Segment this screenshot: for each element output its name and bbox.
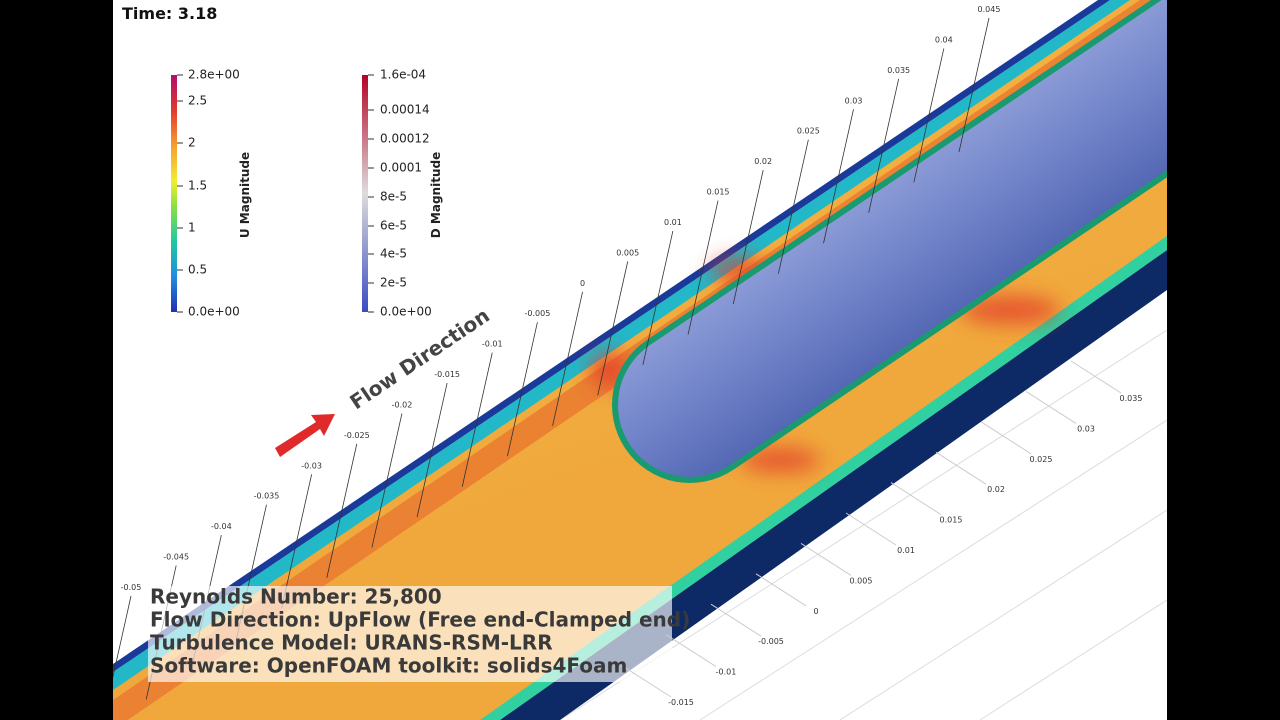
wall-layer — [113, 0, 1130, 690]
colorbar-label: 2.5 — [188, 94, 207, 108]
colorbar-label: 0.5 — [188, 263, 207, 277]
grid-line — [890, 482, 942, 516]
colorbar-label: 2 — [188, 136, 196, 150]
colorbar-label: 0.00012 — [380, 132, 430, 146]
axis-label: 0.035 — [887, 66, 910, 75]
grid-line — [371, 413, 403, 548]
time-label: Time: 3.18 — [122, 4, 217, 23]
cylinder — [611, 0, 1167, 484]
colorbar-label: 1.6e-04 — [380, 68, 426, 82]
grid-line — [552, 291, 583, 426]
grid-line — [1025, 390, 1077, 424]
colorbar-label: 8e-5 — [380, 190, 407, 204]
axis-label: 0.01 — [664, 218, 682, 227]
grid-line — [597, 261, 629, 396]
axis-label: -0.045 — [163, 553, 189, 562]
grid-line — [665, 634, 717, 668]
info-line: Software: OpenFOAM toolkit: solids4Foam — [150, 654, 627, 678]
axis-label: -0.025 — [344, 431, 370, 440]
grid-line — [935, 451, 987, 485]
axis-label: 0.005 — [850, 576, 873, 585]
colorbar-label: 0.0e+00 — [188, 305, 240, 319]
grid-line — [958, 17, 990, 153]
colorbar-u — [171, 75, 177, 312]
grid-line — [777, 139, 809, 274]
axis-label: -0.02 — [392, 400, 413, 409]
colorbar-label: 4e-5 — [380, 247, 407, 261]
colorbar-label: 2.8e+00 — [188, 68, 240, 82]
axis-label: 0 — [813, 607, 818, 616]
axis-label: 0.01 — [897, 546, 915, 555]
axis-label: 0.035 — [1120, 394, 1143, 403]
axis-label: -0.005 — [758, 637, 784, 646]
colorbar-label: 6e-5 — [380, 219, 407, 233]
colorbar-label: 1 — [188, 221, 196, 235]
grid-line — [642, 230, 674, 366]
axis-label: -0.005 — [525, 309, 551, 318]
axis-label: 0.045 — [978, 5, 1001, 14]
colorbar-label: 2e-5 — [380, 276, 407, 290]
grid-line — [732, 170, 764, 305]
axis-label: 0.02 — [754, 157, 772, 166]
flow-arrow — [275, 414, 335, 457]
grid-line — [868, 78, 900, 213]
axis-label: 0.04 — [935, 35, 953, 44]
axis-label: 0.015 — [940, 516, 963, 525]
axis-label: -0.015 — [434, 370, 460, 379]
axis-label: 0.03 — [1077, 424, 1095, 433]
axis-label: 0 — [580, 279, 585, 288]
grid-line — [755, 573, 807, 607]
grid-line — [281, 474, 313, 609]
axis-label: -0.05 — [121, 583, 142, 592]
grid-line — [845, 512, 897, 546]
grid-line — [326, 443, 358, 578]
axis-label: 0.005 — [616, 248, 639, 257]
colorbar-label: 0.00014 — [380, 103, 430, 117]
axis-label: 0.025 — [797, 127, 820, 136]
grid-line — [913, 48, 945, 183]
info-line: Reynolds Number: 25,800 — [150, 585, 442, 609]
axis-label: -0.015 — [668, 698, 694, 707]
axis-label: -0.04 — [211, 522, 232, 531]
grid-line — [800, 542, 852, 576]
grid-line — [1070, 360, 1122, 394]
axis-label: -0.03 — [301, 461, 322, 470]
colorbar-title: U Magnitude — [238, 152, 252, 238]
grid-line — [620, 664, 672, 698]
grid-line — [416, 382, 448, 518]
colorbar-title: D Magnitude — [429, 152, 443, 238]
wall-edge — [113, 0, 1110, 672]
grid-line — [980, 421, 1032, 455]
axis-label: 0.015 — [707, 188, 730, 197]
grid-line — [461, 352, 493, 487]
vortex-regions — [590, 258, 1060, 472]
colorbar-label: 1.5 — [188, 179, 207, 193]
grid-line — [687, 200, 719, 335]
axis-label: -0.01 — [716, 668, 737, 677]
grid-line — [823, 109, 854, 244]
grid-line — [507, 322, 538, 457]
info-box — [148, 586, 672, 682]
axis-label: -0.035 — [254, 492, 280, 501]
axis-label: -0.01 — [482, 340, 503, 349]
info-line: Turbulence Model: URANS-RSM-LRR — [150, 631, 553, 655]
axis-label: 0.02 — [987, 485, 1005, 494]
info-line: Flow Direction: UpFlow (Free end-Clamped… — [150, 608, 690, 632]
grid-line — [113, 595, 132, 679]
colorbar-label: 0.0e+00 — [380, 305, 432, 319]
axis-label: 0.03 — [845, 96, 863, 105]
colorbar-label: 0.0001 — [380, 161, 422, 175]
grid-line — [710, 603, 762, 637]
cylinder-body — [617, 0, 1167, 477]
colorbar-d — [362, 75, 368, 312]
axis-label: 0.025 — [1030, 455, 1053, 464]
